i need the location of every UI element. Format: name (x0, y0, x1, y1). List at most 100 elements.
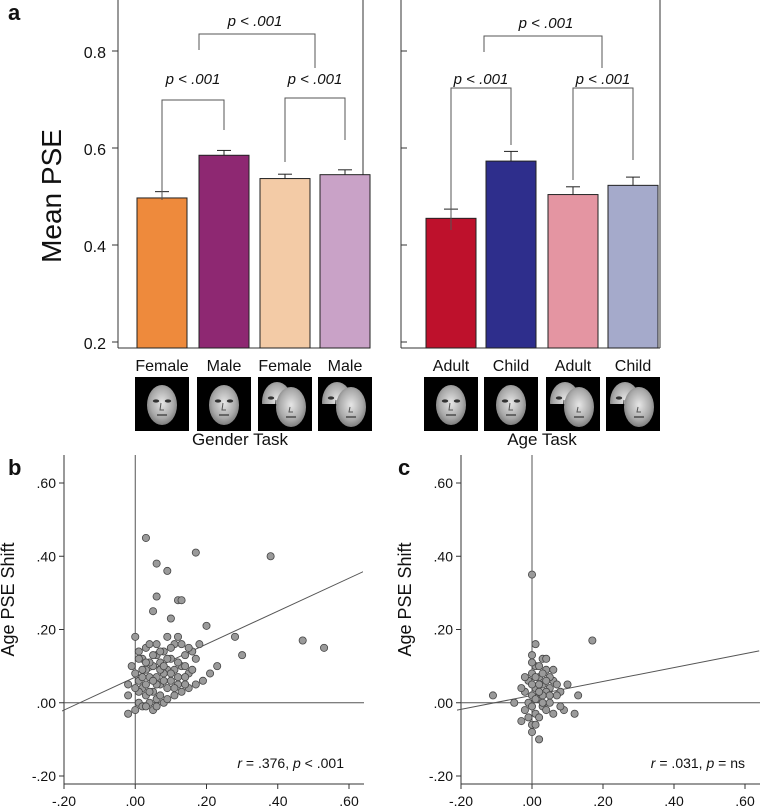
y-tick-label: .60 (37, 475, 57, 491)
regression-line (62, 571, 363, 712)
pvalue-label: p < .001 (453, 71, 509, 88)
data-point (166, 614, 175, 623)
x-tick-label: .00 (522, 793, 542, 809)
bracket-whole-vs-composite (198, 33, 316, 68)
regression-line (457, 650, 760, 711)
x-tick-label: -.20 (52, 793, 76, 809)
y-tick-0.8: 0.8 (84, 45, 118, 62)
data-point (206, 669, 215, 678)
data-point (531, 720, 540, 729)
category-label: Male (207, 358, 242, 375)
data-point (131, 632, 140, 641)
panel-label-b: b (8, 455, 21, 480)
data-point (545, 698, 554, 707)
data-point (127, 662, 136, 671)
y-tick-label: 0.2 (84, 336, 106, 353)
data-point (488, 691, 497, 700)
data-point (131, 669, 140, 678)
data-point (535, 680, 544, 689)
data-point (141, 658, 150, 667)
data-point (510, 698, 519, 707)
data-point (145, 687, 154, 696)
data-point (531, 695, 540, 704)
data-point (535, 713, 544, 722)
data-point (149, 651, 158, 660)
bracket-whole-vs-composite (483, 35, 603, 68)
data-point (535, 662, 544, 671)
category-label: Child (493, 358, 529, 375)
data-point (213, 662, 222, 671)
data-point (159, 662, 168, 671)
y-tick-label: -.20 (32, 768, 56, 784)
y-tick-label: .40 (434, 548, 454, 564)
data-point (152, 592, 161, 601)
data-point (517, 684, 526, 693)
face-image-composite-icon (546, 377, 600, 431)
panel-label-a: a (8, 0, 21, 25)
face-image-whole-icon (484, 377, 538, 431)
data-point (266, 552, 275, 561)
y-axis-label: Age PSE Shift (395, 542, 415, 656)
data-point (149, 676, 158, 685)
y-tick-0.4: 0.4 (84, 239, 118, 256)
data-point (163, 684, 172, 693)
data-point (191, 680, 200, 689)
category-label: Adult (555, 358, 592, 375)
data-point (163, 695, 172, 704)
data-point (191, 548, 200, 557)
x-tick-label: .00 (126, 793, 146, 809)
data-point (198, 676, 207, 685)
data-point (542, 654, 551, 663)
y-tick-0.6: 0.6 (84, 142, 118, 159)
bar-female-0 (136, 197, 188, 349)
data-point (188, 665, 197, 674)
data-point (152, 559, 161, 568)
data-point (202, 621, 211, 630)
category-label: Male (328, 358, 363, 375)
y-axis-label: Age PSE Shift (0, 542, 18, 656)
bracket-composite-female-male (284, 97, 346, 162)
bar-male-3 (319, 174, 371, 349)
data-point (124, 709, 133, 718)
data-point (570, 709, 579, 718)
bracket-adult-child (450, 87, 512, 230)
data-point (124, 691, 133, 700)
x-tick-label: .60 (735, 793, 755, 809)
bracket-composite-adult-child (572, 87, 634, 180)
data-point (145, 640, 154, 649)
data-point (181, 662, 190, 671)
data-point (542, 676, 551, 685)
data-point (181, 680, 190, 689)
x-tick-label: .20 (593, 793, 613, 809)
bar-adult-0 (425, 217, 477, 349)
data-point (173, 632, 182, 641)
data-point (134, 654, 143, 663)
y-tick-label: 0.8 (84, 45, 106, 62)
data-point (163, 566, 172, 575)
y-tick-0.2: 0.2 (84, 336, 118, 353)
data-point (163, 632, 172, 641)
data-point (524, 713, 533, 722)
data-point (181, 673, 190, 682)
data-point (528, 651, 537, 660)
mean-pse-axis-label: Mean PSE (36, 129, 67, 263)
data-point (528, 570, 537, 579)
data-point (538, 669, 547, 678)
y-tick-label: 0.4 (84, 239, 106, 256)
data-point (141, 680, 150, 689)
category-label: Female (135, 358, 188, 375)
age-task-chart: Adult Child Adult Child p < .001 p < .001 p… (400, 0, 661, 449)
y-tick-label: .60 (434, 475, 454, 491)
correlation-annotation: r = .031, p = ns (651, 755, 745, 771)
data-point (549, 665, 558, 674)
face-image-whole-icon (197, 377, 251, 431)
data-point (538, 698, 547, 707)
correlation-annotation: r = .376, p < .001 (237, 755, 344, 771)
data-point (528, 658, 537, 667)
age-task-label: Age Task (507, 430, 577, 449)
y-tick-label: .20 (37, 622, 57, 638)
pvalue-label: p < .001 (227, 13, 283, 30)
y-tick-label: 0.6 (84, 142, 106, 159)
y-tick-label: .40 (37, 548, 57, 564)
data-point (195, 640, 204, 649)
